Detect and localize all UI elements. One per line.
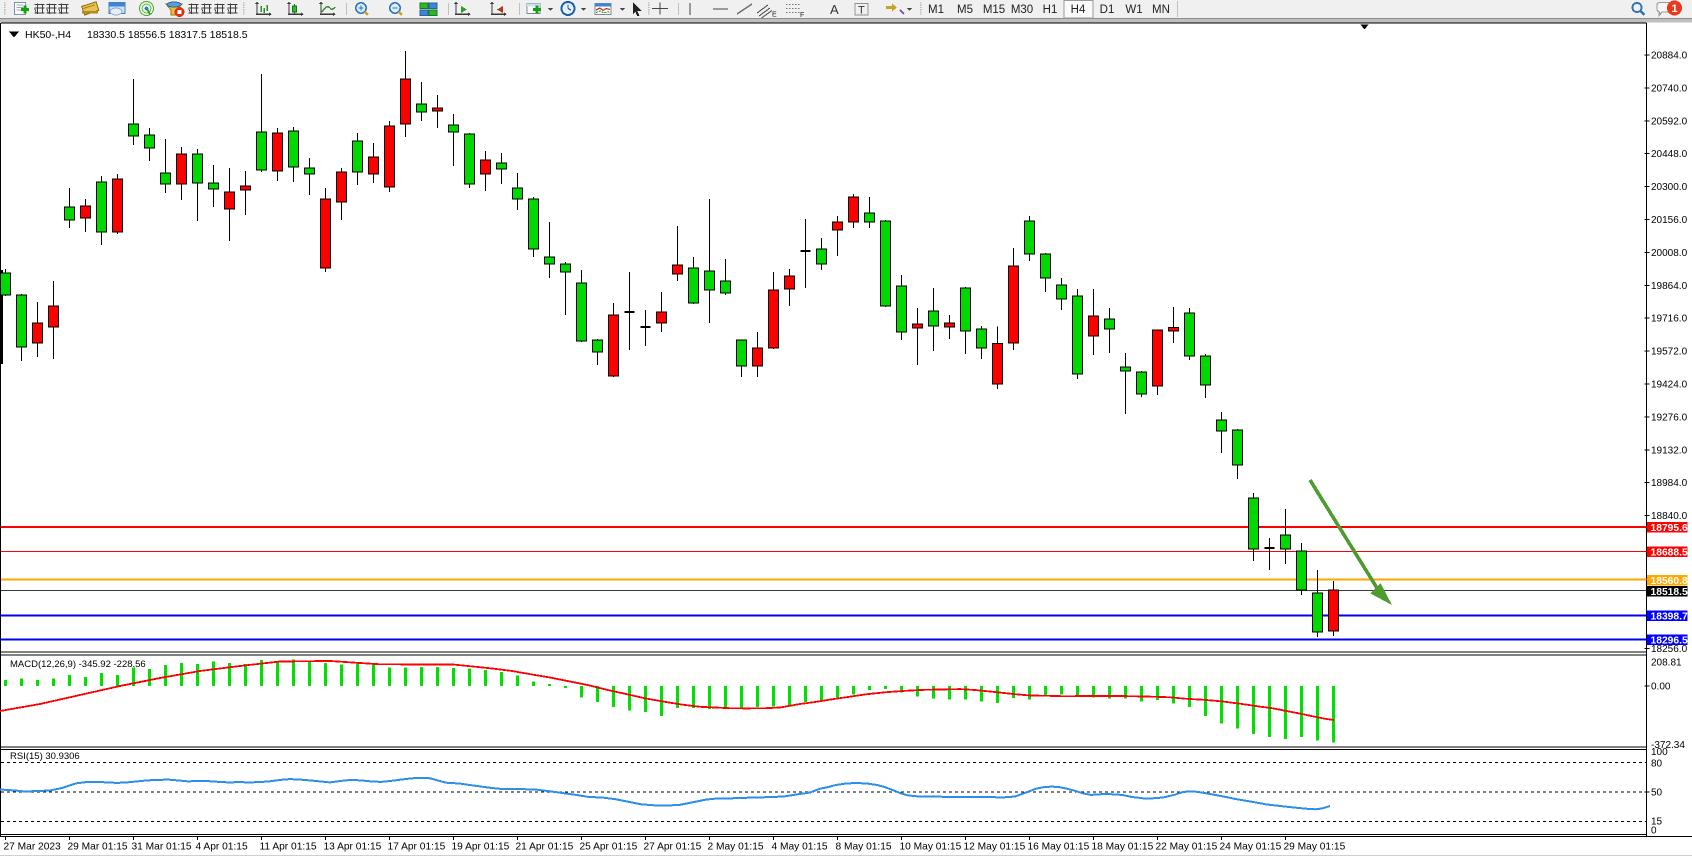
svg-text:12 May 01:15: 12 May 01:15	[964, 842, 1026, 853]
svg-text:15: 15	[1651, 817, 1663, 828]
svg-text:M1: M1	[928, 4, 944, 16]
svg-text:19864.0: 19864.0	[1651, 281, 1688, 292]
svg-text:H1: H1	[1043, 4, 1058, 16]
svg-text:D1: D1	[1100, 4, 1115, 16]
svg-text:50: 50	[1651, 788, 1663, 799]
svg-text:F: F	[800, 12, 804, 19]
svg-text:RSI(15) 30.9306: RSI(15) 30.9306	[10, 751, 80, 762]
svg-text:18688.5: 18688.5	[1651, 547, 1688, 558]
svg-text:21 Apr 01:15: 21 Apr 01:15	[516, 842, 574, 853]
svg-text:31 Mar 01:15: 31 Mar 01:15	[132, 842, 192, 853]
svg-text:M30: M30	[1011, 4, 1033, 16]
svg-text:8 May 01:15: 8 May 01:15	[836, 842, 892, 853]
svg-text:HK50-,H4: HK50-,H4	[25, 29, 71, 41]
svg-text:19424.0: 19424.0	[1651, 380, 1688, 391]
svg-text:T: T	[858, 5, 865, 17]
svg-text:20592.0: 20592.0	[1651, 116, 1688, 127]
svg-text:18296.5: 18296.5	[1651, 635, 1688, 646]
svg-text:20156.0: 20156.0	[1651, 215, 1688, 226]
svg-text:A: A	[830, 2, 839, 17]
svg-text:W1: W1	[1125, 4, 1142, 16]
svg-text:100: 100	[1651, 747, 1668, 758]
svg-text:27 Mar 2023: 27 Mar 2023	[4, 842, 62, 853]
svg-text:20448.0: 20448.0	[1651, 149, 1688, 160]
svg-text:80: 80	[1651, 759, 1663, 770]
svg-text:18984.0: 18984.0	[1651, 478, 1688, 489]
svg-text:20008.0: 20008.0	[1651, 248, 1688, 259]
svg-text:17 Apr 01:15: 17 Apr 01:15	[388, 842, 446, 853]
svg-text:18256.0: 18256.0	[1651, 644, 1688, 655]
svg-text:18560.8: 18560.8	[1651, 576, 1688, 587]
svg-text:11 Apr 01:15: 11 Apr 01:15	[260, 842, 317, 853]
svg-text:19572.0: 19572.0	[1651, 347, 1688, 358]
svg-text:29 May 01:15: 29 May 01:15	[1284, 842, 1346, 853]
svg-text:27 Apr 01:15: 27 Apr 01:15	[644, 842, 702, 853]
svg-text:MN: MN	[1152, 4, 1170, 16]
svg-text:4 May 01:15: 4 May 01:15	[772, 842, 828, 853]
svg-text:20740.0: 20740.0	[1651, 83, 1688, 94]
svg-text:16 May 01:15: 16 May 01:15	[1028, 842, 1090, 853]
svg-text:20300.0: 20300.0	[1651, 182, 1688, 193]
svg-text:18330.5 18556.5 18317.5 18518.: 18330.5 18556.5 18317.5 18518.5	[87, 29, 248, 41]
svg-text:18 May 01:15: 18 May 01:15	[1092, 842, 1154, 853]
svg-text:19 Apr 01:15: 19 Apr 01:15	[452, 842, 510, 853]
svg-text:2 May 01:15: 2 May 01:15	[708, 842, 764, 853]
svg-text:19276.0: 19276.0	[1651, 412, 1688, 423]
svg-text:208.81: 208.81	[1651, 658, 1682, 669]
svg-text:19132.0: 19132.0	[1651, 445, 1688, 456]
svg-text:13 Apr 01:15: 13 Apr 01:15	[324, 842, 382, 853]
svg-text:29 Mar 01:15: 29 Mar 01:15	[68, 842, 128, 853]
svg-text:25 Apr 01:15: 25 Apr 01:15	[580, 842, 638, 853]
svg-text:0.00: 0.00	[1651, 682, 1671, 693]
svg-text:-372.34: -372.34	[1651, 740, 1685, 751]
svg-text:18398.7: 18398.7	[1651, 611, 1688, 622]
svg-text:18518.5: 18518.5	[1651, 587, 1688, 598]
svg-text:10 May 01:15: 10 May 01:15	[900, 842, 962, 853]
svg-text:24 May 01:15: 24 May 01:15	[1220, 842, 1282, 853]
svg-text:19716.0: 19716.0	[1651, 314, 1688, 325]
svg-text:M5: M5	[957, 4, 973, 16]
svg-text:4 Apr 01:15: 4 Apr 01:15	[196, 842, 248, 853]
svg-text:H4: H4	[1071, 4, 1086, 16]
svg-text:0: 0	[1651, 826, 1657, 837]
svg-text:18795.6: 18795.6	[1651, 523, 1688, 534]
svg-text:M15: M15	[983, 4, 1005, 16]
svg-text:20884.0: 20884.0	[1651, 51, 1688, 62]
svg-text:22 May 01:15: 22 May 01:15	[1156, 842, 1218, 853]
svg-text:MACD(12,26,9) -345.92 -228.56: MACD(12,26,9) -345.92 -228.56	[10, 659, 146, 670]
svg-text:18840.0: 18840.0	[1651, 511, 1688, 522]
svg-text:1: 1	[1671, 3, 1677, 15]
svg-text:E: E	[772, 12, 777, 19]
